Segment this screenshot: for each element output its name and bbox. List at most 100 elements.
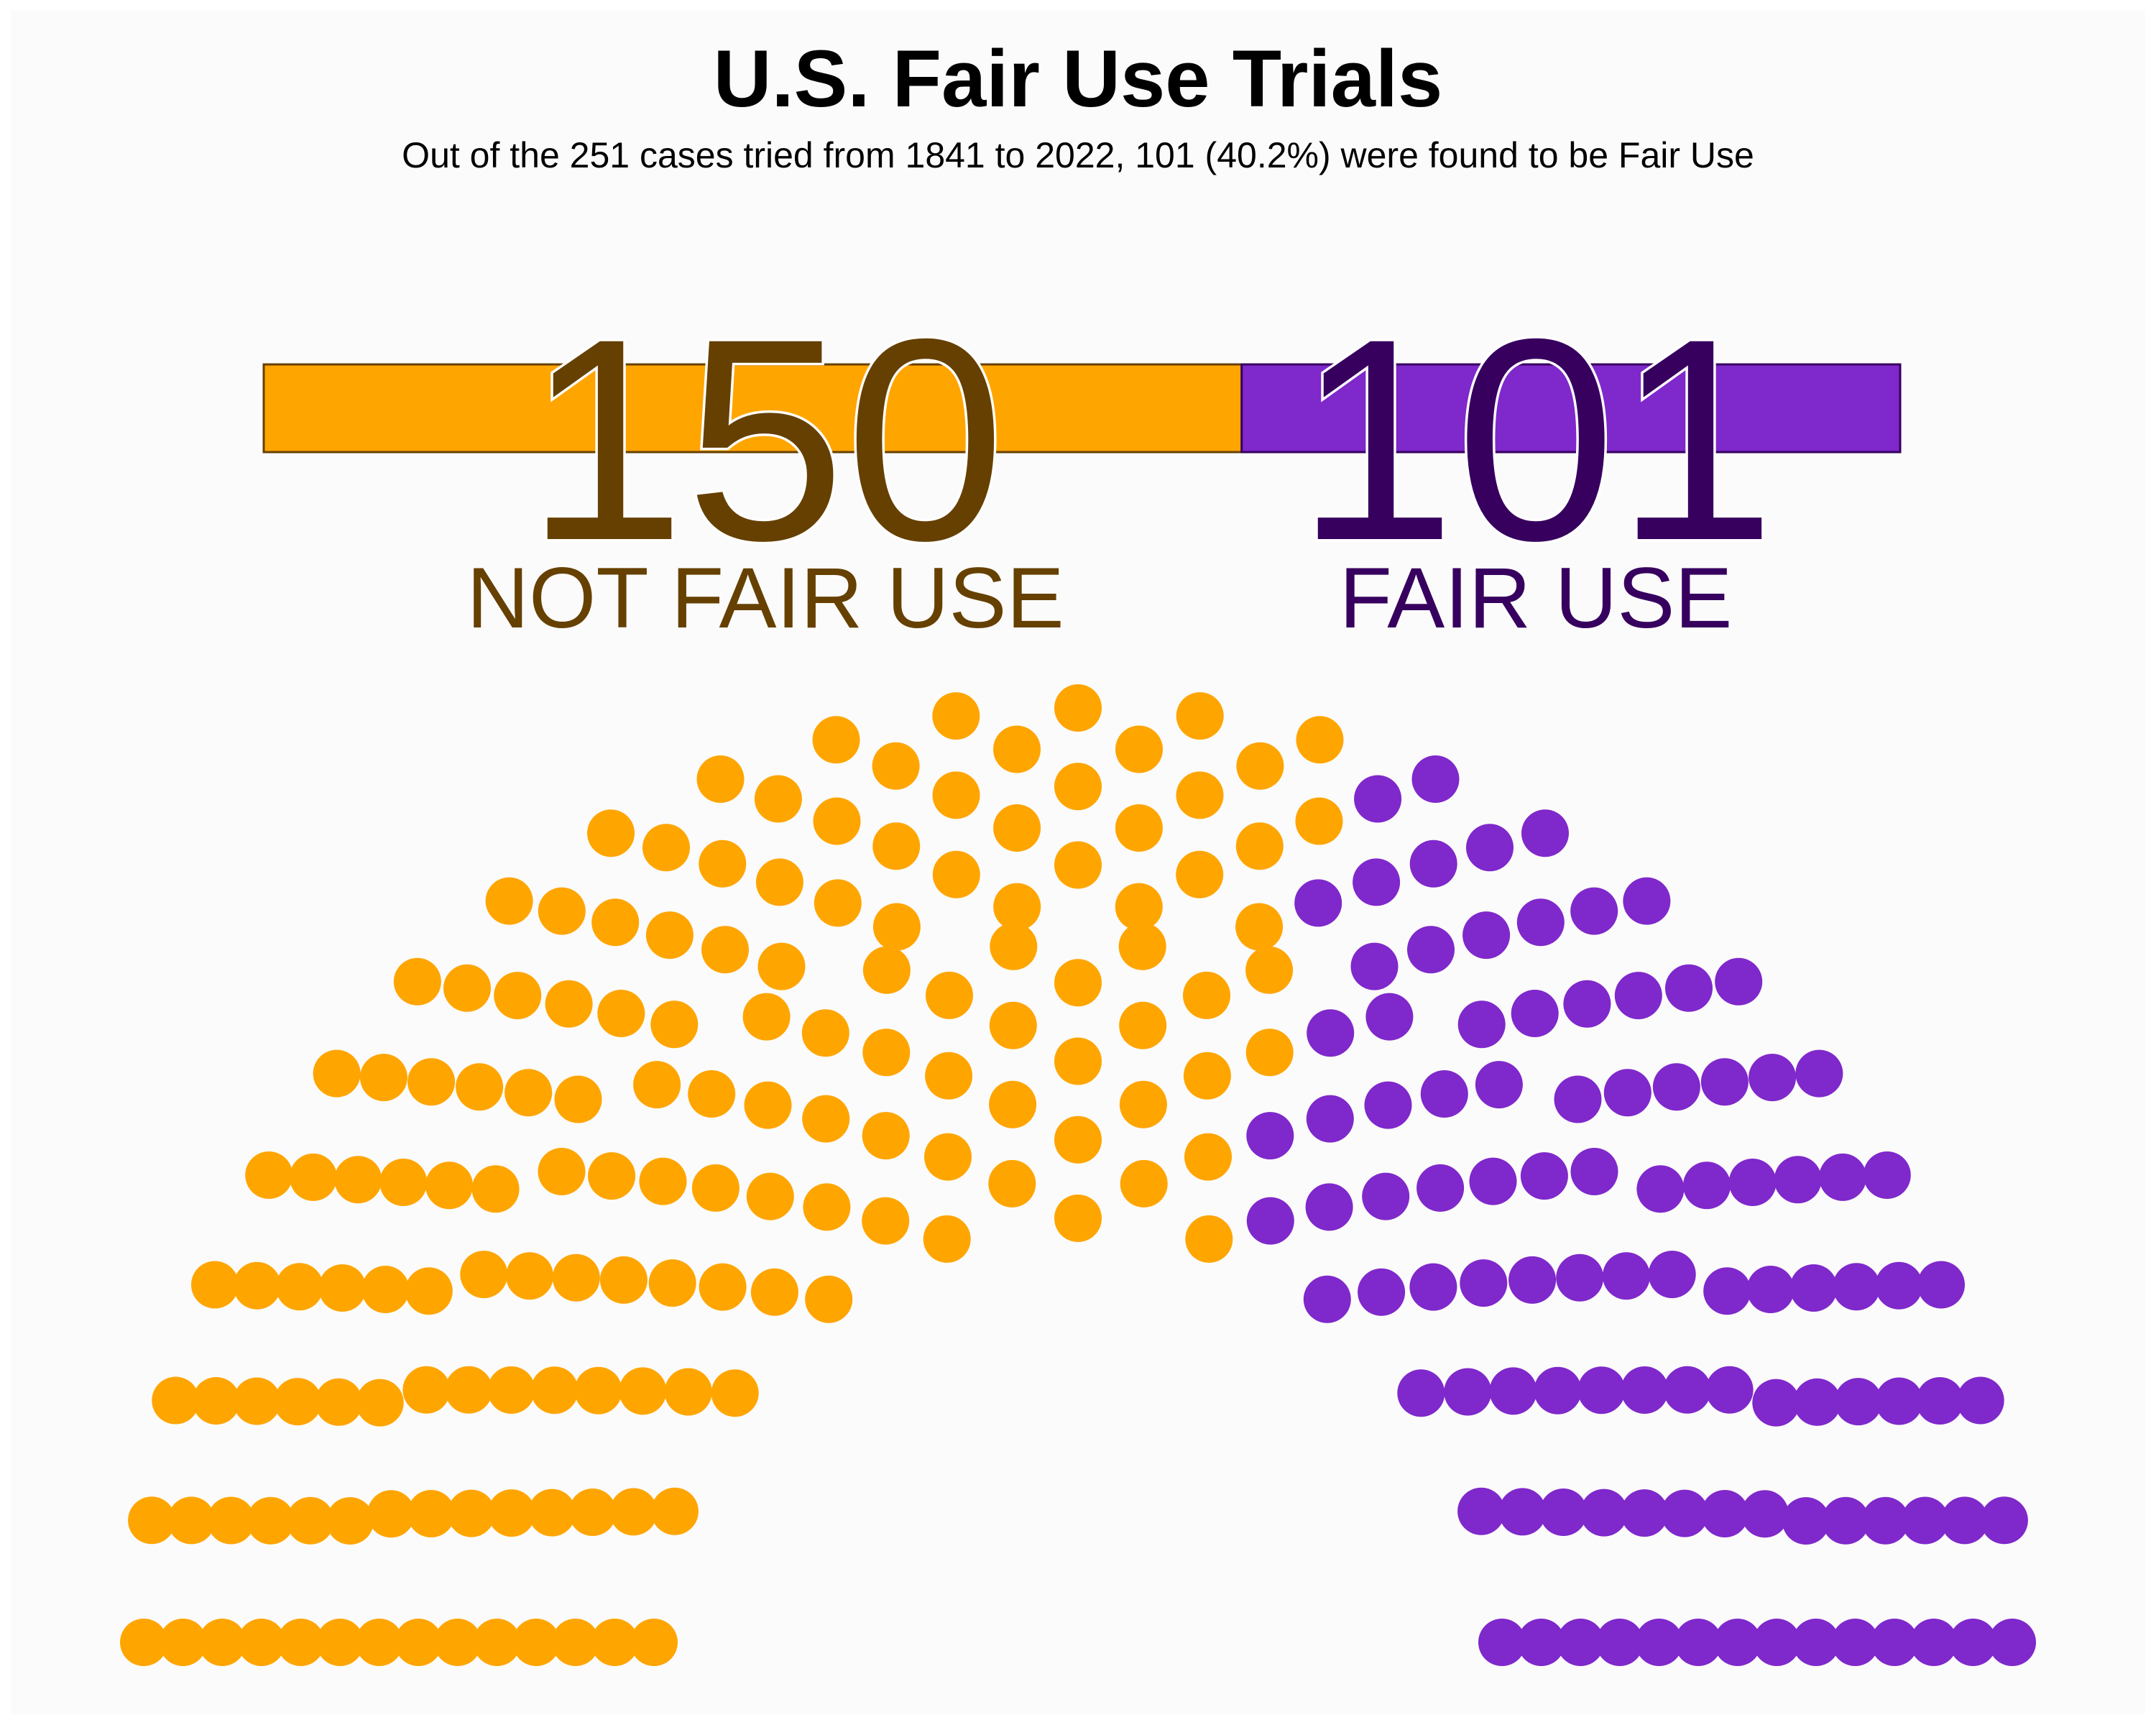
seat-dot-fair-use xyxy=(1623,877,1671,925)
seat-dot-not-fair-use xyxy=(932,850,980,898)
seat-dot-fair-use xyxy=(1940,1496,1989,1545)
seat-dot-fair-use xyxy=(1713,1619,1761,1666)
seat-dot-not-fair-use xyxy=(245,1151,293,1199)
seat-dot-fair-use xyxy=(1498,1488,1547,1536)
chart-canvas: U.S. Fair Use Trials Out of the 251 case… xyxy=(11,11,2145,1714)
seat-dot-fair-use xyxy=(1416,1164,1465,1212)
seat-dot-not-fair-use xyxy=(237,1619,285,1666)
seat-dot-fair-use xyxy=(1365,993,1414,1041)
seat-dot-fair-use xyxy=(1539,1489,1588,1536)
seat-dot-fair-use xyxy=(1621,1366,1669,1414)
seat-dot-not-fair-use xyxy=(487,1366,535,1414)
seat-dot-fair-use xyxy=(1570,1148,1618,1195)
seat-dot-fair-use xyxy=(1614,972,1662,1020)
count-not-fair-use: 150 xyxy=(525,279,1005,600)
seat-dot-fair-use xyxy=(1307,1009,1355,1057)
seat-dot-fair-use xyxy=(1580,1489,1628,1537)
seat-dot-not-fair-use xyxy=(405,1267,453,1315)
seat-dot-not-fair-use xyxy=(433,1619,482,1666)
seat-dot-not-fair-use xyxy=(395,1619,443,1666)
seat-dot-fair-use xyxy=(1949,1619,1997,1666)
seat-dot-not-fair-use xyxy=(233,1377,281,1425)
seat-dot-not-fair-use xyxy=(1054,959,1102,1007)
seat-dot-not-fair-use xyxy=(152,1376,200,1425)
seat-dot-not-fair-use xyxy=(247,1496,295,1545)
seat-dot-fair-use xyxy=(1353,858,1401,906)
seat-dot-fair-use xyxy=(1871,1619,1919,1666)
seat-dot-fair-use xyxy=(1752,1379,1800,1427)
seat-dot-not-fair-use xyxy=(512,1619,561,1666)
seat-dot-not-fair-use xyxy=(355,1619,403,1666)
seat-dot-not-fair-use xyxy=(701,926,749,974)
seat-dot-not-fair-use xyxy=(1176,850,1224,898)
seat-dot-not-fair-use xyxy=(1115,883,1163,931)
seat-dot-not-fair-use xyxy=(487,1489,535,1537)
seat-dot-not-fair-use xyxy=(1054,1195,1102,1242)
seat-dot-not-fair-use xyxy=(862,1029,911,1077)
seat-dot-fair-use xyxy=(1462,911,1511,960)
seat-dot-fair-use xyxy=(1603,1252,1650,1300)
seat-dot-fair-use xyxy=(1715,957,1763,1006)
label-not-fair-use: NOT FAIR USE xyxy=(466,550,1064,646)
seat-dot-not-fair-use xyxy=(159,1619,207,1666)
seat-dot-fair-use xyxy=(1705,1366,1754,1414)
seat-dot-fair-use xyxy=(1489,1367,1537,1415)
seat-dot-not-fair-use xyxy=(757,942,806,990)
seat-dot-not-fair-use xyxy=(207,1496,255,1545)
seat-dot-not-fair-use xyxy=(746,1172,794,1220)
seat-dot-not-fair-use xyxy=(1118,922,1166,970)
seat-dot-fair-use xyxy=(1652,1063,1700,1111)
seat-dot-not-fair-use xyxy=(1296,716,1344,764)
seat-dot-fair-use xyxy=(1475,1061,1523,1109)
seat-dot-not-fair-use xyxy=(402,1366,451,1414)
seat-dot-not-fair-use xyxy=(990,922,1038,970)
seat-dot-fair-use xyxy=(1364,1081,1412,1129)
seat-dot-not-fair-use xyxy=(1054,1037,1102,1085)
seat-dot-not-fair-use xyxy=(379,1159,428,1206)
seat-dot-fair-use xyxy=(1420,1070,1468,1118)
seat-dot-not-fair-use xyxy=(699,1263,747,1311)
seat-dot-fair-use xyxy=(1350,942,1399,990)
seat-dot-not-fair-use xyxy=(872,742,920,790)
seat-dot-fair-use xyxy=(1831,1619,1879,1666)
seat-dot-not-fair-use xyxy=(1235,822,1284,870)
seat-dot-not-fair-use xyxy=(988,1159,1036,1208)
seat-dot-not-fair-use xyxy=(407,1490,455,1537)
seat-dot-not-fair-use xyxy=(926,971,973,1019)
seat-dot-fair-use xyxy=(1621,1489,1669,1537)
seat-dot-not-fair-use xyxy=(456,1063,504,1111)
seat-dot-not-fair-use xyxy=(932,771,980,819)
seat-dot-fair-use xyxy=(1833,1263,1881,1311)
parliament-chart: U.S. Fair Use Trials Out of the 251 case… xyxy=(120,34,2036,1666)
seat-dot-fair-use xyxy=(1774,1156,1822,1204)
seat-dot-fair-use xyxy=(1746,1266,1795,1313)
seat-dot-fair-use xyxy=(1795,1049,1843,1098)
seat-dot-not-fair-use xyxy=(993,725,1041,773)
seat-dot-not-fair-use xyxy=(802,1095,850,1143)
seat-dot-not-fair-use xyxy=(361,1266,410,1313)
seat-dot-fair-use xyxy=(1563,980,1611,1028)
seat-dot-not-fair-use xyxy=(286,1496,334,1545)
seat-dot-fair-use xyxy=(1246,1112,1294,1160)
seat-dot-not-fair-use xyxy=(803,1183,851,1231)
seat-dot-fair-use xyxy=(1793,1378,1841,1426)
seat-dot-fair-use xyxy=(1570,887,1618,935)
seat-dot-not-fair-use xyxy=(650,1487,699,1535)
seat-dot-not-fair-use xyxy=(275,1263,323,1311)
seat-dot-not-fair-use xyxy=(485,877,533,925)
seat-dot-not-fair-use xyxy=(233,1261,281,1310)
seat-dot-not-fair-use xyxy=(691,1164,740,1212)
seat-dot-not-fair-use xyxy=(473,1619,521,1666)
seat-dot-not-fair-use xyxy=(1184,1133,1232,1181)
seat-dot-fair-use xyxy=(1554,1075,1602,1123)
seat-dot-fair-use xyxy=(1661,1489,1709,1537)
seat-dot-not-fair-use xyxy=(1054,763,1102,811)
seat-dot-fair-use xyxy=(1444,1368,1492,1416)
seat-dot-fair-use xyxy=(1478,1619,1526,1666)
seat-dot-fair-use xyxy=(1246,1197,1294,1245)
seat-dot-not-fair-use xyxy=(645,911,694,960)
bar-segment-not-fair-use xyxy=(262,363,1243,454)
seat-dot-not-fair-use xyxy=(289,1153,337,1201)
seat-dot-not-fair-use xyxy=(574,1366,622,1414)
seat-dot-not-fair-use xyxy=(551,1619,599,1666)
